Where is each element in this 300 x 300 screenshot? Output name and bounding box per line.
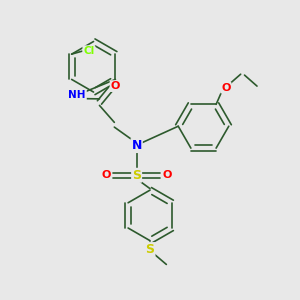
- Text: O: O: [110, 81, 120, 91]
- Text: S: S: [146, 243, 154, 256]
- Text: S: S: [132, 169, 141, 182]
- Text: NH: NH: [68, 90, 86, 100]
- Text: O: O: [102, 170, 111, 180]
- Text: O: O: [162, 170, 172, 180]
- Text: O: O: [221, 82, 230, 93]
- Text: N: N: [131, 139, 142, 152]
- Text: Cl: Cl: [83, 46, 94, 56]
